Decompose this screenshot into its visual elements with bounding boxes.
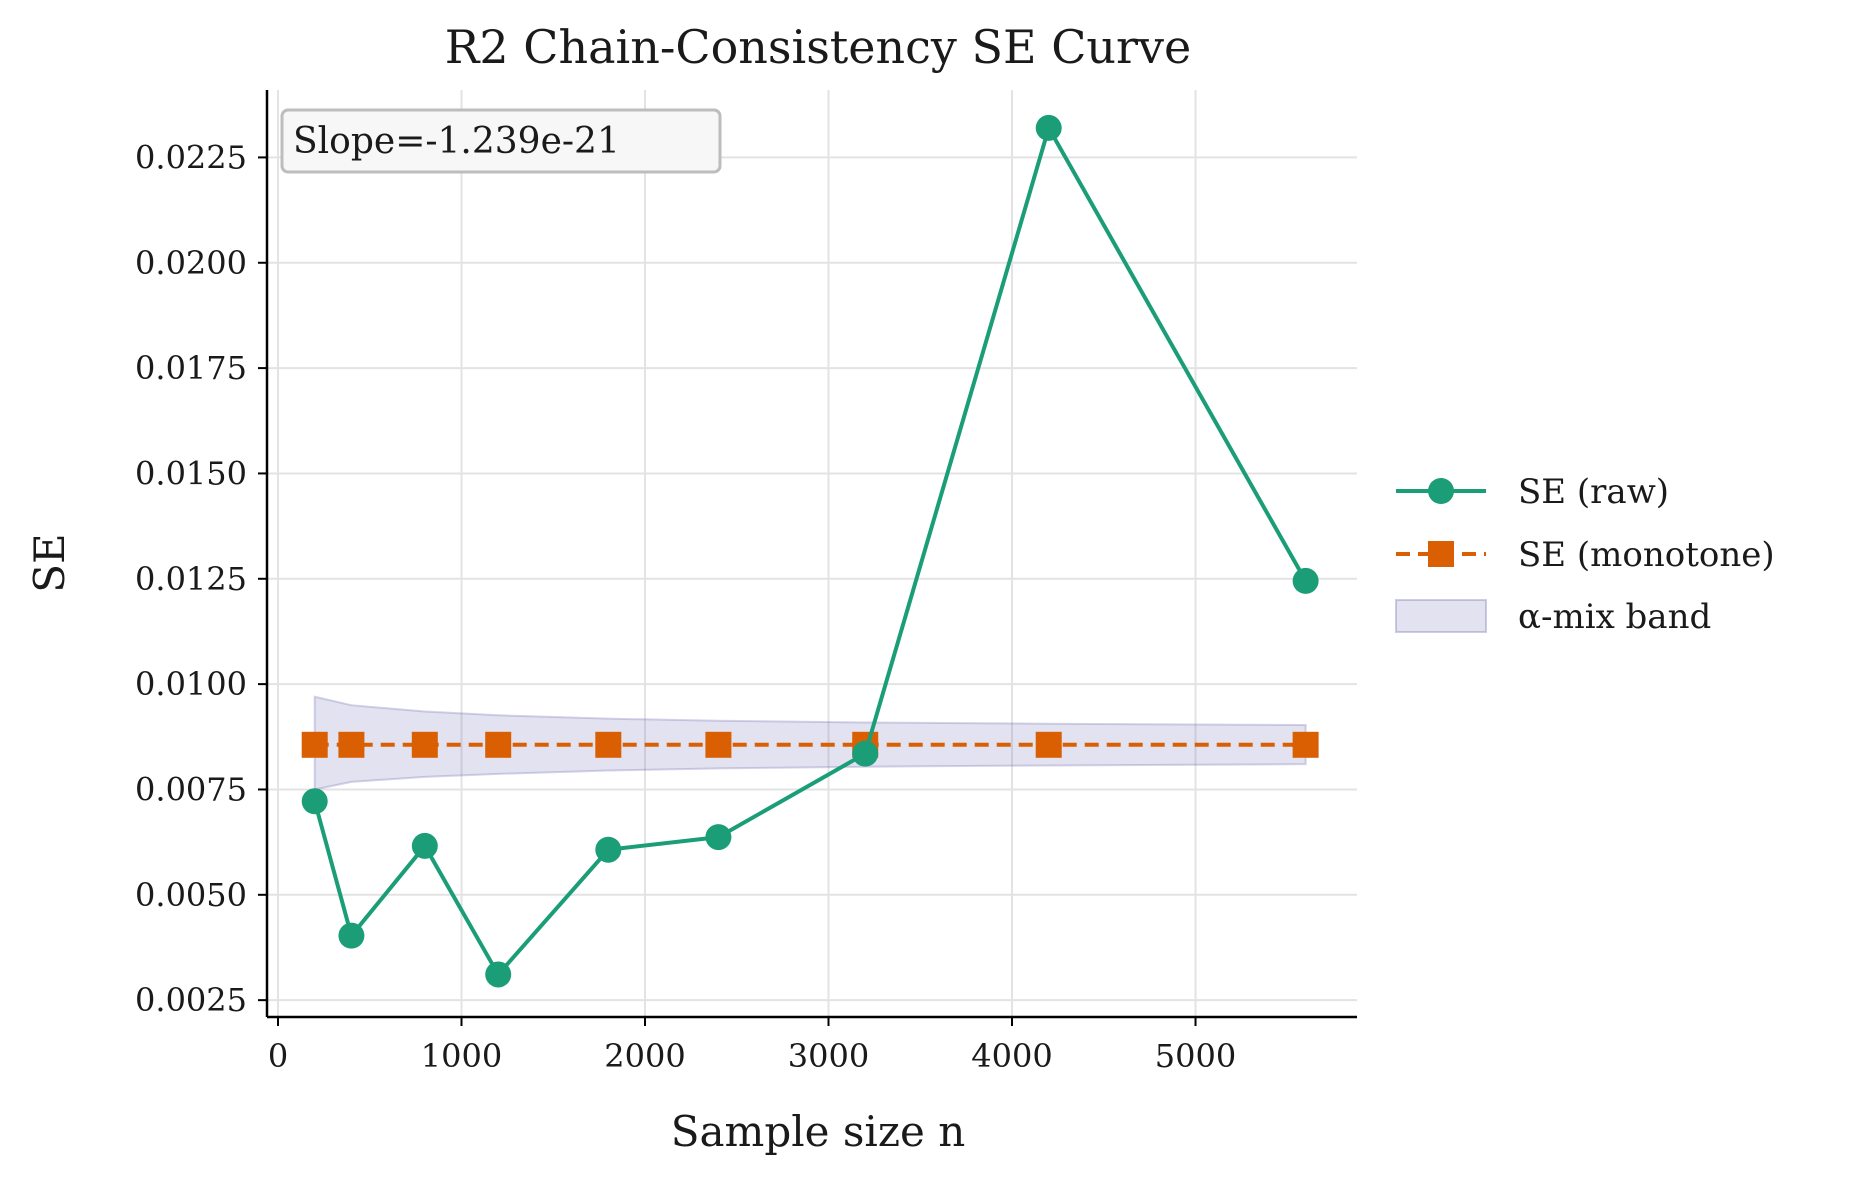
data-point-raw	[1292, 567, 1319, 594]
slope-annotation-text: Slope=-1.239e-21	[293, 121, 620, 162]
data-point-monotone	[301, 731, 328, 758]
x-tick-label: 4000	[971, 1037, 1052, 1075]
data-point-raw	[705, 824, 732, 851]
data-point-monotone	[411, 731, 438, 758]
y-tick-label: 0.0175	[135, 349, 247, 387]
y-tick-label: 0.0125	[135, 560, 247, 598]
x-tick-label: 0	[268, 1037, 288, 1075]
x-tick-label: 3000	[788, 1037, 869, 1075]
slope-annotation-box	[280, 108, 722, 174]
y-tick-label: 0.0200	[135, 244, 247, 282]
data-point-monotone	[338, 731, 365, 758]
data-point-monotone	[1292, 731, 1319, 758]
data-point-monotone	[595, 731, 622, 758]
data-point-raw	[1035, 114, 1062, 141]
legend-marker-raw	[1428, 478, 1454, 504]
y-axis-label: SE	[25, 533, 74, 592]
y-tick-label: 0.0075	[135, 770, 247, 808]
y-tick-label: 0.0050	[135, 876, 247, 914]
legend-label-raw: SE (raw)	[1518, 472, 1669, 512]
grid	[267, 90, 1357, 1017]
data-point-monotone	[485, 731, 512, 758]
legend-item-monotone: SE (monotone)	[1396, 535, 1775, 575]
data-point-raw	[411, 832, 438, 859]
legend-label-band: α-mix band	[1518, 597, 1711, 637]
data-point-raw	[301, 788, 328, 815]
y-tick-label: 0.0025	[135, 981, 247, 1019]
data-point-raw	[595, 836, 622, 863]
x-tick-label: 5000	[1155, 1037, 1236, 1075]
data-point-monotone	[1035, 731, 1062, 758]
ticks: 0 1000 2000 3000 4000 5000 0.0025 0.0050 0.0075 0…	[135, 138, 1236, 1075]
data-point-raw	[485, 961, 512, 988]
legend-item-raw: SE (raw)	[1396, 472, 1669, 512]
x-tick-label: 1000	[421, 1037, 502, 1075]
chart-title: R2 Chain-Consistency SE Curve	[445, 20, 1192, 74]
data-point-raw	[852, 740, 879, 767]
y-tick-label: 0.0100	[135, 665, 247, 703]
series-layer	[301, 114, 1319, 988]
x-tick-label: 2000	[604, 1037, 685, 1075]
legend-marker-monotone	[1428, 541, 1454, 567]
legend-label-monotone: SE (monotone)	[1518, 535, 1775, 575]
legend: SE (raw) SE (monotone) α-mix band	[1395, 472, 1775, 637]
axes	[265, 90, 1357, 1019]
legend-swatch-band	[1395, 599, 1487, 633]
series-raw	[301, 114, 1319, 988]
x-axis-label: Sample size n	[671, 1107, 966, 1156]
y-tick-label: 0.0225	[135, 138, 247, 176]
legend-item-band: α-mix band	[1395, 597, 1711, 637]
data-point-raw	[338, 922, 365, 949]
series-monotone	[301, 731, 1319, 758]
data-point-monotone	[705, 731, 732, 758]
y-tick-label: 0.0150	[135, 454, 247, 492]
slope-annotation: Slope=-1.239e-21	[280, 108, 722, 174]
series-line-raw	[312, 125, 1308, 977]
